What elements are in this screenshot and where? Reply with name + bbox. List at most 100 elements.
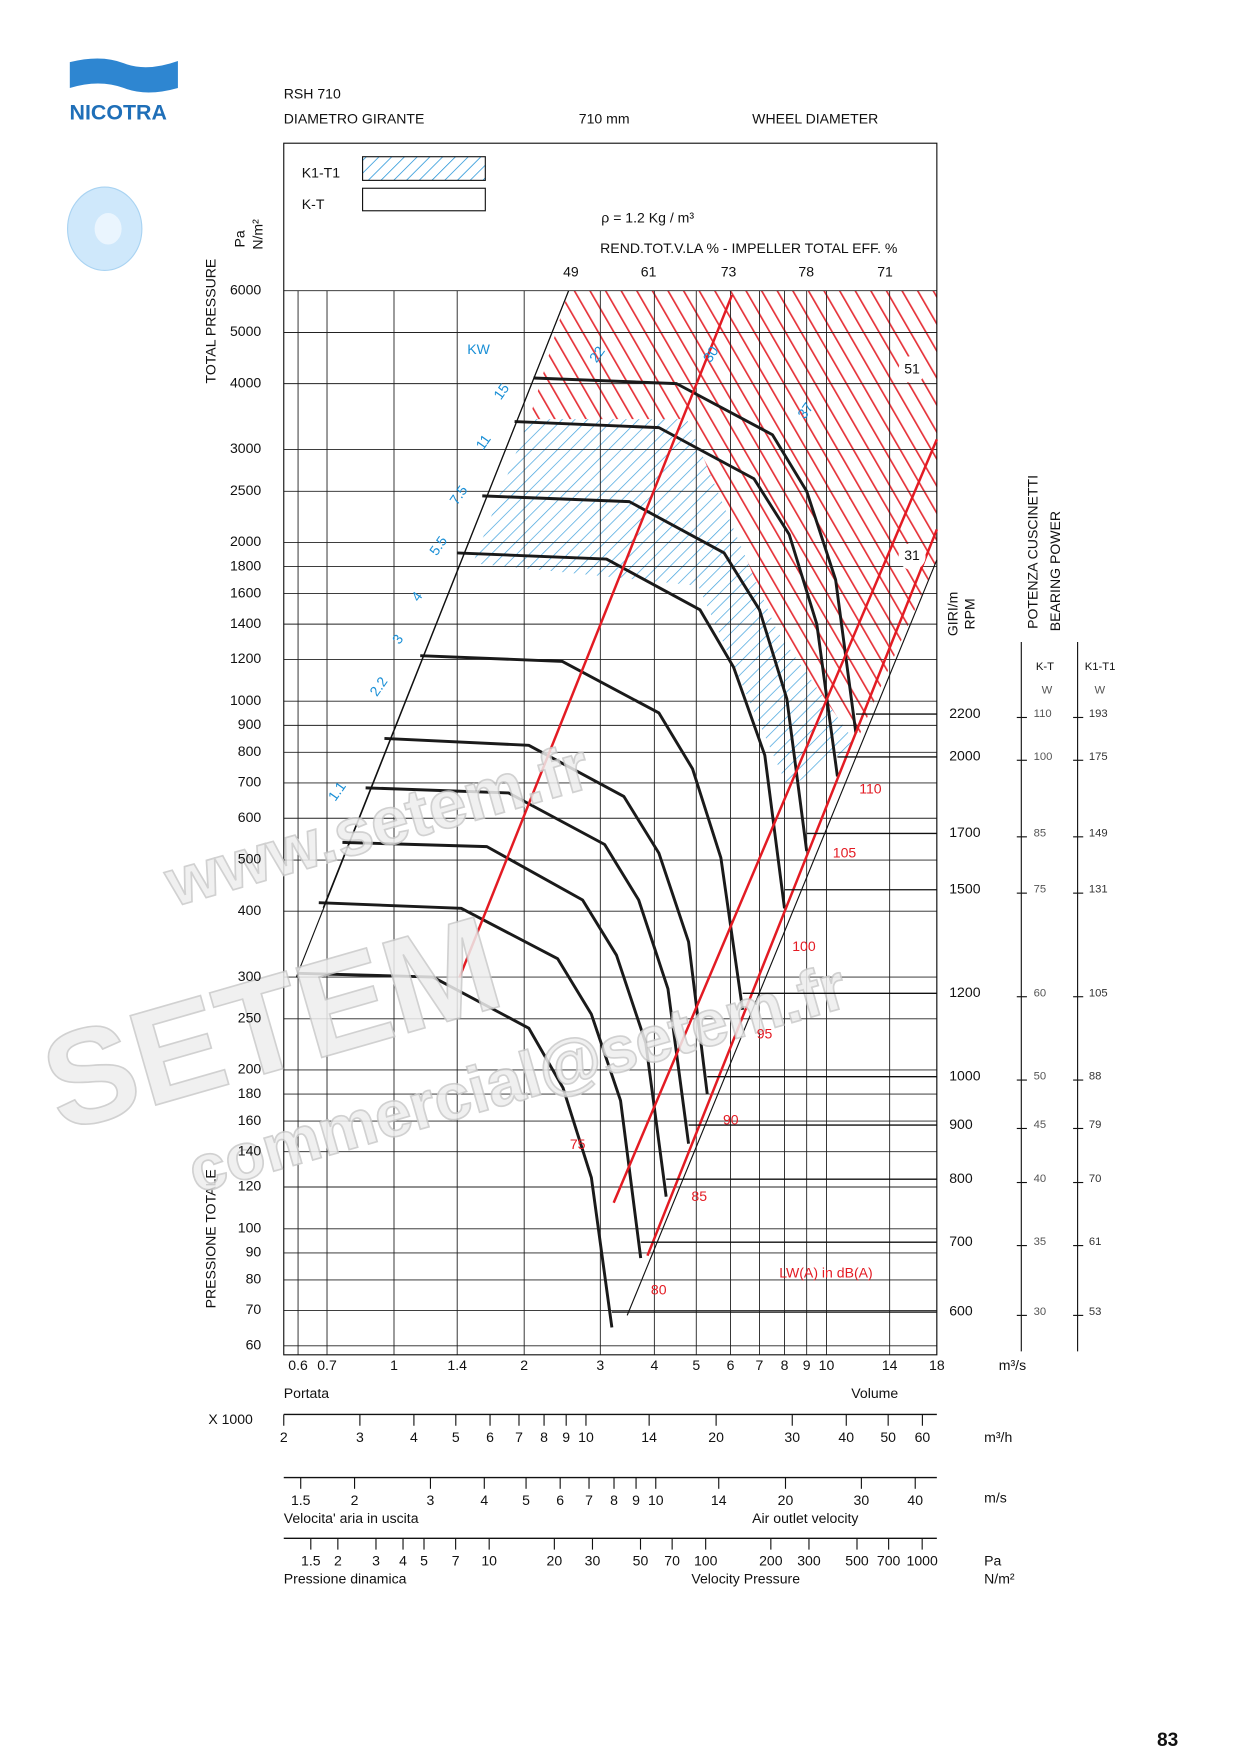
scale-tick-label: 3 <box>372 1553 380 1569</box>
y-tick-label: 400 <box>238 902 262 918</box>
bearing-value: 75 <box>1034 884 1047 896</box>
scale-unit: m³/h <box>984 1429 1012 1445</box>
x-tick-label: 0.6 <box>288 1357 308 1373</box>
y-tick-label: 1400 <box>230 615 261 631</box>
limit-label: 51 <box>904 360 920 376</box>
scale-tick-label: 700 <box>877 1553 901 1569</box>
power-label: 5.5 <box>426 533 450 558</box>
efficiency-label: 78 <box>798 263 814 279</box>
noise-label: 85 <box>691 1188 707 1204</box>
noise-label: 95 <box>757 1026 773 1042</box>
power-label: 30 <box>700 343 722 365</box>
y-unit: N/m² <box>250 219 266 250</box>
rpm-label: 1000 <box>949 1067 980 1083</box>
y-tick-label: 1000 <box>230 692 261 708</box>
diameter: 710 mm <box>579 110 630 126</box>
y-tick-label: 1600 <box>230 584 261 600</box>
x-tick-label: 2 <box>520 1357 528 1373</box>
x-label-it: Portata <box>284 1385 330 1401</box>
x-tick-label: 14 <box>882 1357 898 1373</box>
y-tick-label: 900 <box>238 716 262 732</box>
bearing-column: K1-T1 <box>1085 661 1116 673</box>
bearing-column: K-T <box>1036 661 1054 673</box>
bearing-value: 61 <box>1089 1236 1102 1248</box>
bearing-value: 85 <box>1034 827 1047 839</box>
x-label-en: Volume <box>851 1385 898 1401</box>
x-unit: m³/s <box>999 1357 1026 1373</box>
brand: NICOTRA <box>70 101 167 125</box>
y-tick-label: 6000 <box>230 281 261 297</box>
y-tick-label: 1200 <box>230 650 261 666</box>
y-tick-label: 180 <box>238 1085 262 1101</box>
y-tick-label: 80 <box>246 1271 262 1287</box>
scale-label: Air outlet velocity <box>752 1510 858 1526</box>
limit-marker <box>898 542 926 570</box>
x-tick-label: 9 <box>803 1357 811 1373</box>
scale-tick-label: 1.5 <box>291 1492 311 1508</box>
scale-tick-label: 40 <box>838 1429 854 1445</box>
scale-label: Velocita' aria in uscita <box>284 1510 419 1526</box>
scale-unit: m/s <box>984 1490 1007 1506</box>
scale-tick-label: 10 <box>481 1553 497 1569</box>
y-unit: Pa <box>232 230 248 247</box>
x-tick-label: 5 <box>692 1357 700 1373</box>
scale-unit: N/m² <box>984 1571 1015 1587</box>
power-label: 37 <box>794 399 816 421</box>
scale-tick-label: 1000 <box>907 1553 938 1569</box>
y-tick-label: 500 <box>238 851 262 867</box>
rpm-label: 1500 <box>949 880 980 896</box>
efficiency-title: REND.TOT.V.LA % - IMPELLER TOTAL EFF. % <box>600 240 897 256</box>
fan-curve <box>514 420 839 777</box>
bearing-value: 70 <box>1089 1173 1102 1185</box>
legend-label: K-T <box>302 196 325 212</box>
x-tick-label: 4 <box>650 1357 658 1373</box>
power-label: 4 <box>408 588 426 604</box>
impeller-hub <box>94 213 122 245</box>
bearing-value: 79 <box>1089 1119 1102 1131</box>
noise-label: 110 <box>859 780 882 796</box>
noise-unit: LW(A) in dB(A) <box>779 1264 873 1280</box>
scale-tick-label: 200 <box>759 1553 783 1569</box>
x-tick-label: 1.4 <box>447 1357 467 1373</box>
logo-wave <box>69 58 178 93</box>
efficiency-label: 61 <box>641 263 657 279</box>
power-label: 2.2 <box>366 674 390 699</box>
scale-tick-label: 9 <box>562 1429 570 1445</box>
rpm-label: GIRI/m <box>944 592 960 637</box>
x-tick-label: 3 <box>596 1357 604 1373</box>
scale-tick-label: 5 <box>522 1492 530 1508</box>
legend-swatch <box>362 156 486 181</box>
y-tick-label: 140 <box>238 1142 262 1158</box>
y-tick-label: 1800 <box>230 557 261 573</box>
diameter-en: WHEEL DIAMETER <box>752 110 878 126</box>
legend-swatch <box>362 187 486 212</box>
fan-curve <box>318 901 643 1259</box>
x-tick-label: 10 <box>819 1357 835 1373</box>
rpm-label: 700 <box>949 1233 973 1249</box>
power-label: 3 <box>389 631 407 647</box>
scale-unit: Pa <box>984 1553 1001 1569</box>
scale-tick-label: 7 <box>515 1429 523 1445</box>
fan-curve <box>365 786 691 1144</box>
y-tick-label: 90 <box>246 1244 262 1260</box>
bearing-value: 50 <box>1034 1071 1047 1083</box>
scale-tick-label: 1.5 <box>301 1553 321 1569</box>
bearing-value: 149 <box>1089 827 1108 839</box>
scale-prefix: X 1000 <box>208 1411 253 1427</box>
hatched-area-blue <box>472 419 856 789</box>
scale-tick-label: 10 <box>648 1492 664 1508</box>
plot <box>283 290 937 1355</box>
scale-tick-label: 8 <box>610 1492 618 1508</box>
x-tick-label: 6 <box>727 1357 735 1373</box>
legend-label: K1-T1 <box>302 164 340 180</box>
power-label: 15 <box>490 380 512 402</box>
rpm-label: 800 <box>949 1170 973 1186</box>
page-number: 83 <box>1157 1730 1178 1751</box>
watermark: www.setem.fr <box>156 729 597 922</box>
noise-label: 105 <box>833 844 857 860</box>
x-tick-label: 0.7 <box>317 1357 337 1373</box>
y-tick-label: 300 <box>238 968 262 984</box>
density: ρ = 1.2 Kg / m³ <box>601 209 694 225</box>
y-tick-label: 100 <box>238 1219 262 1235</box>
